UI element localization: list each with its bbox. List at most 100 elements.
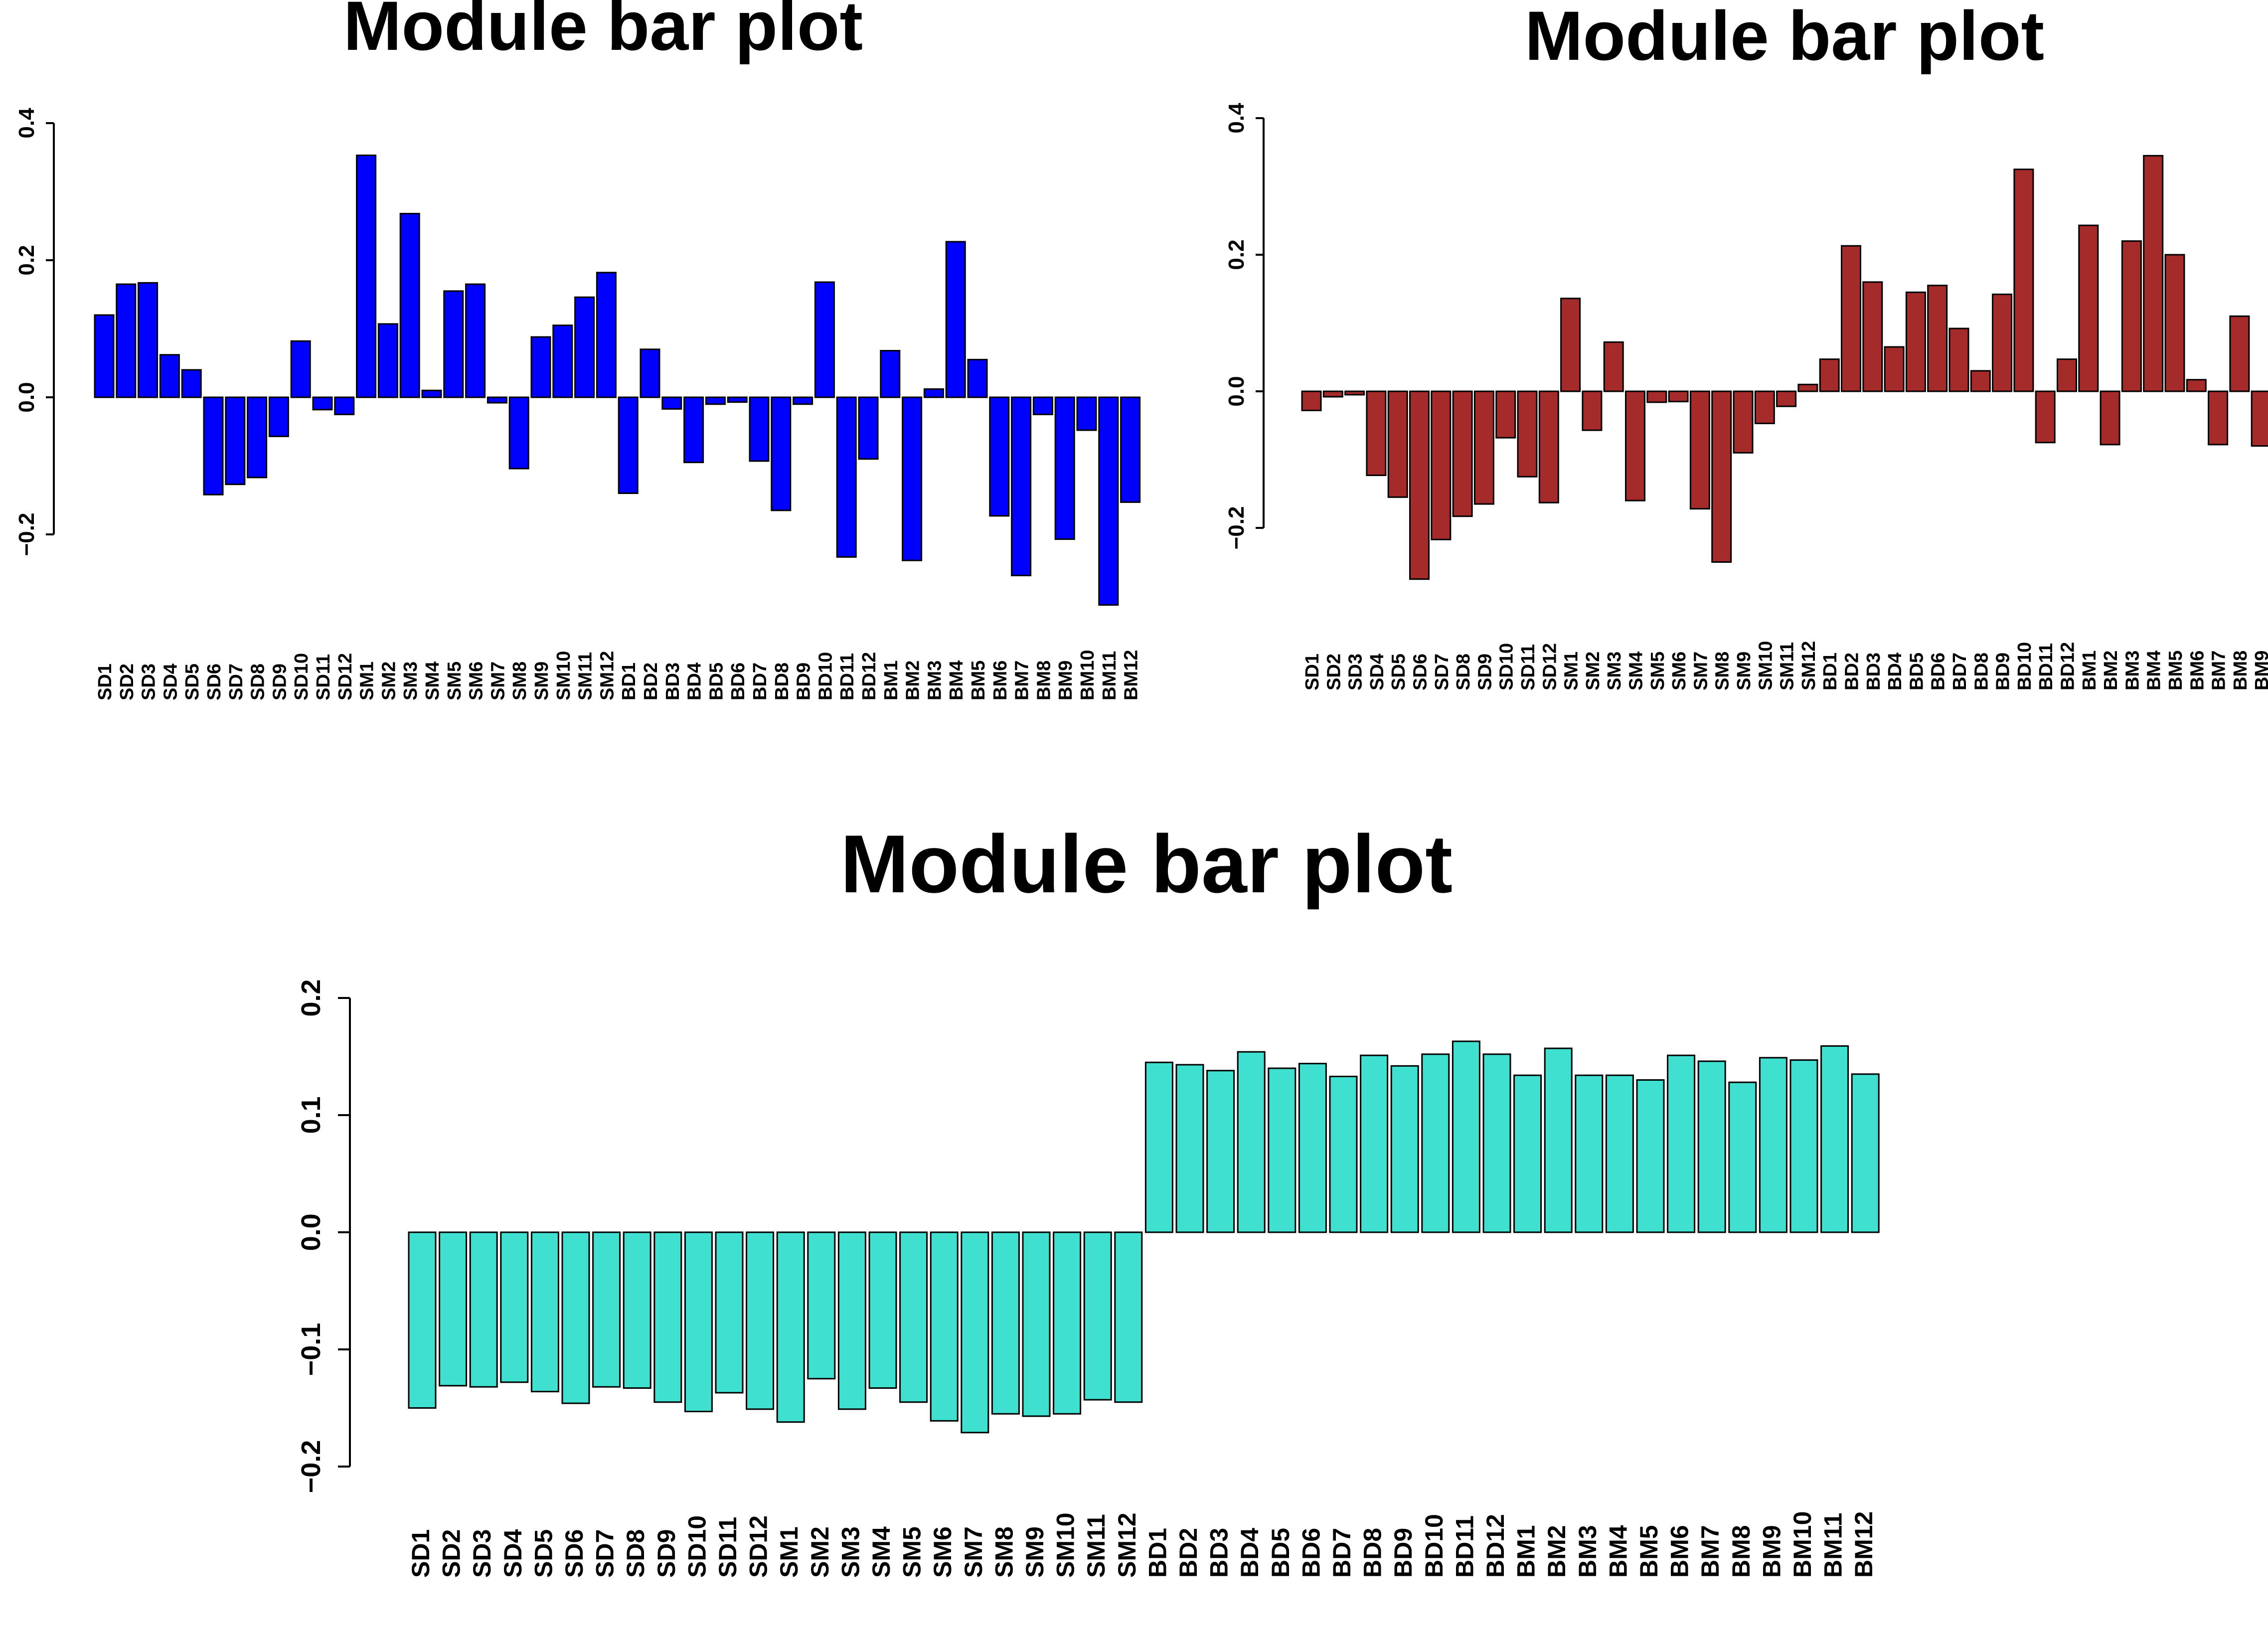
x-tick-label: SD3 — [139, 663, 160, 700]
x-tick-label: BD9 — [794, 662, 814, 700]
bar — [138, 282, 159, 398]
bar — [1473, 390, 1494, 505]
y-tick-label: 0.2 — [1224, 239, 1249, 270]
x-tick-label: SM12 — [597, 651, 618, 700]
x-tick-label: BM4 — [946, 660, 967, 700]
bar — [2013, 168, 2034, 392]
bar — [1625, 390, 1645, 501]
bar — [1776, 390, 1797, 407]
bar — [837, 1231, 866, 1410]
x-tick-label: SD12 — [745, 1515, 773, 1578]
y-tick-label: 0.2 — [296, 979, 326, 1016]
x-tick-label: SD4 — [160, 663, 181, 700]
bar — [1797, 383, 1818, 392]
bar — [2121, 240, 2142, 392]
bar — [2035, 390, 2056, 444]
chart-title: Module bar plot — [840, 818, 1453, 910]
x-tick-label: BD10 — [815, 652, 836, 700]
y-tick-label: 0.4 — [1224, 103, 1249, 134]
x-tick-label: BM4 — [1604, 1525, 1632, 1578]
bar — [1603, 341, 1624, 392]
x-tick-label: BD4 — [1236, 1528, 1264, 1578]
x-tick-label: BD2 — [1842, 653, 1863, 690]
x-tick-label: SD7 — [226, 663, 247, 700]
bar — [596, 272, 617, 398]
bar — [1144, 1061, 1173, 1233]
bar — [1098, 396, 1119, 606]
bar — [1298, 1063, 1327, 1233]
bar — [2251, 390, 2268, 447]
x-tick-label: SD5 — [1388, 654, 1409, 690]
x-tick-label: SD10 — [1496, 643, 1517, 690]
x-tick-label: SD4 — [499, 1529, 527, 1578]
bar — [247, 396, 268, 479]
bar — [1754, 390, 1775, 424]
bar — [661, 396, 682, 410]
bar — [408, 1231, 437, 1409]
bar — [880, 350, 901, 398]
x-tick-label: SD9 — [1474, 654, 1495, 690]
bar — [159, 354, 180, 398]
x-tick-label: SD9 — [269, 663, 290, 700]
x-tick-label: SM12 — [1798, 641, 1819, 690]
bar — [1237, 1051, 1266, 1233]
x-tick-label: BM8 — [1033, 660, 1054, 700]
x-tick-label: SM2 — [806, 1526, 834, 1578]
bar — [592, 1231, 621, 1388]
bar — [1819, 358, 1840, 392]
x-tick-label: BM2 — [2101, 651, 2121, 690]
x-tick-label: SD6 — [1410, 654, 1431, 690]
x-tick-label: SD2 — [438, 1529, 466, 1578]
x-tick-label: SD6 — [560, 1529, 588, 1578]
bar — [1387, 390, 1408, 498]
x-tick-label: BM2 — [903, 660, 924, 700]
x-tick-label: SD7 — [591, 1529, 619, 1578]
x-tick-label: BD1 — [1820, 653, 1841, 690]
x-tick-label: SM12 — [1113, 1512, 1141, 1578]
bar — [1495, 390, 1516, 439]
y-tick-label: −0.2 — [1224, 506, 1249, 550]
bar — [1114, 1231, 1143, 1403]
bar — [2164, 254, 2185, 392]
x-tick-label: BD12 — [2058, 642, 2079, 690]
x-tick-label: BD3 — [1205, 1528, 1233, 1578]
bar — [377, 323, 398, 398]
x-tick-label: BM3 — [1574, 1525, 1602, 1578]
x-tick-label: SM1 — [775, 1526, 803, 1578]
x-tick-label: BD7 — [1949, 653, 1970, 690]
bar — [225, 396, 246, 486]
bar — [1360, 1054, 1389, 1233]
x-tick-label: SM6 — [929, 1526, 957, 1578]
bar — [945, 241, 966, 398]
x-tick-label: SM1 — [1561, 652, 1582, 690]
x-tick-label: BD8 — [1971, 653, 1992, 690]
x-tick-label: SD9 — [652, 1529, 680, 1578]
bar — [814, 281, 835, 398]
bar — [807, 1231, 836, 1380]
bar — [1582, 390, 1603, 431]
bar — [465, 283, 486, 398]
bar — [1575, 1074, 1604, 1233]
bar — [443, 290, 464, 398]
bar — [1970, 370, 1991, 392]
x-tick-label: BM10 — [1077, 650, 1098, 700]
x-tick-label: BM5 — [1635, 1525, 1663, 1578]
x-tick-label: BD5 — [706, 662, 727, 700]
bar — [2186, 379, 2207, 392]
x-tick-label: BM4 — [2144, 651, 2165, 690]
bar — [923, 388, 944, 398]
x-tick-label: BM7 — [1012, 660, 1033, 700]
bar — [902, 396, 923, 561]
bar — [356, 155, 377, 398]
x-tick-label: SM3 — [400, 661, 421, 700]
x-tick-label: SM7 — [960, 1526, 987, 1578]
bar — [1431, 390, 1452, 540]
bar — [1329, 1075, 1358, 1233]
bar — [1668, 390, 1689, 403]
bar — [967, 358, 988, 398]
x-tick-label: SD11 — [1518, 644, 1539, 690]
x-tick-label: BD6 — [1297, 1528, 1325, 1578]
x-tick-label: SM8 — [509, 661, 530, 700]
bar — [1728, 1081, 1757, 1233]
